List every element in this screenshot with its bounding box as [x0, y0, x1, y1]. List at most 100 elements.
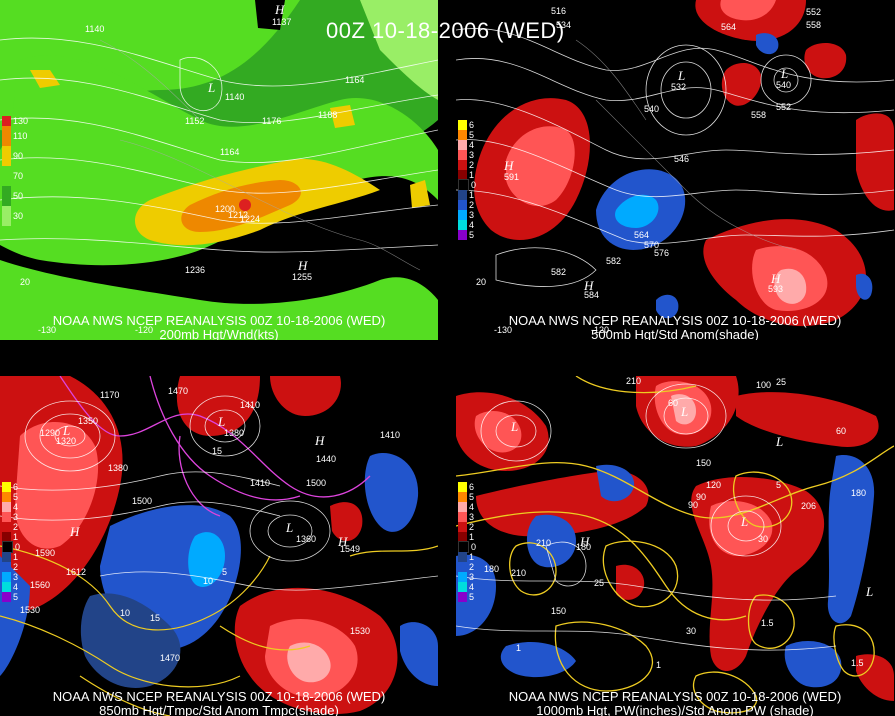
svg-text:90: 90 [696, 492, 706, 502]
panel-caption: 500mb Hgt/Std Anom(shade) [591, 327, 759, 341]
svg-text:1.5: 1.5 [851, 658, 864, 668]
svg-text:30: 30 [758, 534, 768, 544]
svg-text:L: L [680, 404, 688, 419]
svg-text:516: 516 [551, 6, 566, 16]
svg-text:L: L [740, 514, 748, 529]
svg-text:120: 120 [706, 480, 721, 490]
svg-text:L: L [780, 66, 788, 81]
svg-text:1500: 1500 [132, 496, 152, 506]
svg-text:-130: -130 [494, 325, 512, 335]
svg-text:5: 5 [222, 567, 227, 577]
svg-text:552: 552 [806, 7, 821, 17]
svg-text:534: 534 [556, 20, 571, 30]
svg-text:100: 100 [756, 380, 771, 390]
svg-text:1410: 1410 [250, 478, 270, 488]
svg-text:558: 558 [806, 20, 821, 30]
svg-text:1: 1 [656, 660, 661, 670]
svg-text:210: 210 [536, 538, 551, 548]
map-500mb-svg: 516 534 540 546 552 552 558 558 564 564 … [456, 0, 894, 340]
svg-text:1530: 1530 [350, 626, 370, 636]
svg-text:532: 532 [671, 82, 686, 92]
svg-text:1560: 1560 [30, 580, 50, 590]
svg-text:1440: 1440 [316, 454, 336, 464]
svg-text:1137: 1137 [272, 17, 291, 27]
svg-text:H: H [579, 534, 590, 549]
svg-text:H: H [297, 258, 308, 273]
svg-text:150: 150 [551, 606, 566, 616]
svg-text:L: L [510, 419, 518, 434]
svg-text:180: 180 [576, 542, 591, 552]
svg-text:1470: 1470 [160, 653, 180, 663]
svg-text:1410: 1410 [240, 400, 260, 410]
svg-text:1320: 1320 [56, 436, 76, 446]
legend-500mb: 6 5 4 3 2 1 0 1 2 3 4 5 [458, 120, 476, 240]
svg-text:540: 540 [644, 104, 659, 114]
panel-caption: 200mb Hgt/Wnd(kts) [159, 327, 279, 341]
map-1000mb-svg: 210 180 210 150 120 90 60 30 180 150 210… [456, 376, 894, 716]
panel-agency-label: NOAA NWS NCEP REANALYSIS 00Z 10-18-2006 … [52, 313, 386, 328]
legend-850mb: 6 5 4 3 2 1 0 1 2 3 4 5 [2, 482, 20, 602]
svg-text:20: 20 [476, 277, 486, 287]
svg-text:L: L [285, 520, 293, 535]
svg-text:H: H [69, 524, 80, 539]
svg-text:1152: 1152 [185, 116, 204, 126]
panel-caption: 1000mb Hgt, PW(inches)/Std Anom PW (shad… [536, 703, 814, 716]
svg-text:L: L [775, 434, 783, 449]
svg-text:180: 180 [484, 564, 499, 574]
svg-text:L: L [677, 68, 685, 83]
svg-text:1549: 1549 [340, 544, 360, 554]
panel-agency-label: NOAA NWS NCEP REANALYSIS 00Z 10-18-2006 … [508, 313, 842, 328]
svg-text:1236: 1236 [185, 265, 205, 275]
svg-text:60: 60 [668, 398, 678, 408]
svg-text:1200: 1200 [215, 204, 235, 214]
svg-text:1188: 1188 [318, 110, 337, 120]
main-title: 00Z 10-18-2006 (WED) [326, 18, 565, 43]
svg-text:15: 15 [150, 613, 160, 623]
svg-text:H: H [274, 2, 285, 17]
svg-text:1380: 1380 [224, 428, 244, 438]
panel-500mb-map: 516 534 540 546 552 552 558 558 564 564 … [456, 0, 894, 340]
svg-text:1612: 1612 [66, 567, 86, 577]
panel-200mb-map: 1140 1152 1164 1176 1188 1200 1212 1224 … [0, 0, 438, 340]
svg-text:L: L [865, 584, 873, 599]
svg-text:L: L [217, 414, 225, 429]
svg-text:1.5: 1.5 [761, 618, 774, 628]
svg-text:576: 576 [654, 248, 669, 258]
svg-text:150: 150 [696, 458, 711, 468]
panel-caption: 850mb Hgt/Tmpc/Std Anom Tmpc(shade) [99, 703, 339, 716]
svg-text:-120: -120 [135, 325, 153, 335]
svg-text:-130: -130 [38, 325, 56, 335]
panel-850mb-map: 1170 1470 1350 1290 1320 1380 1380 1410 … [0, 376, 438, 716]
svg-text:210: 210 [626, 376, 641, 386]
svg-text:L: L [62, 423, 70, 438]
svg-text:1290: 1290 [40, 428, 60, 438]
svg-text:1164: 1164 [345, 75, 364, 85]
svg-text:564: 564 [721, 22, 736, 32]
svg-text:582: 582 [551, 267, 566, 277]
svg-text:1176: 1176 [262, 116, 281, 126]
svg-text:90: 90 [688, 500, 698, 510]
svg-text:564: 564 [634, 230, 649, 240]
svg-text:1140: 1140 [225, 92, 244, 102]
svg-text:210: 210 [511, 568, 526, 578]
legend-1000mb: 6 5 4 3 2 1 0 1 2 3 4 5 [458, 482, 476, 602]
map-850mb-svg: 1170 1470 1350 1290 1320 1380 1380 1410 … [0, 376, 438, 716]
svg-text:1530: 1530 [20, 605, 40, 615]
svg-text:593: 593 [768, 284, 783, 294]
svg-text:1380: 1380 [108, 463, 128, 473]
svg-text:20: 20 [20, 277, 30, 287]
svg-text:H: H [314, 433, 325, 448]
map-200mb-svg: 1140 1152 1164 1176 1188 1200 1212 1224 … [0, 0, 438, 340]
svg-text:10: 10 [120, 608, 130, 618]
svg-text:1140: 1140 [85, 24, 104, 34]
svg-text:H: H [770, 271, 781, 286]
svg-text:10: 10 [203, 576, 213, 586]
svg-text:546: 546 [674, 154, 689, 164]
svg-text:1: 1 [516, 643, 521, 653]
svg-text:591: 591 [504, 172, 519, 182]
svg-text:25: 25 [776, 377, 786, 387]
svg-text:1410: 1410 [380, 430, 400, 440]
svg-text:-120: -120 [591, 325, 609, 335]
svg-text:206: 206 [801, 501, 816, 511]
